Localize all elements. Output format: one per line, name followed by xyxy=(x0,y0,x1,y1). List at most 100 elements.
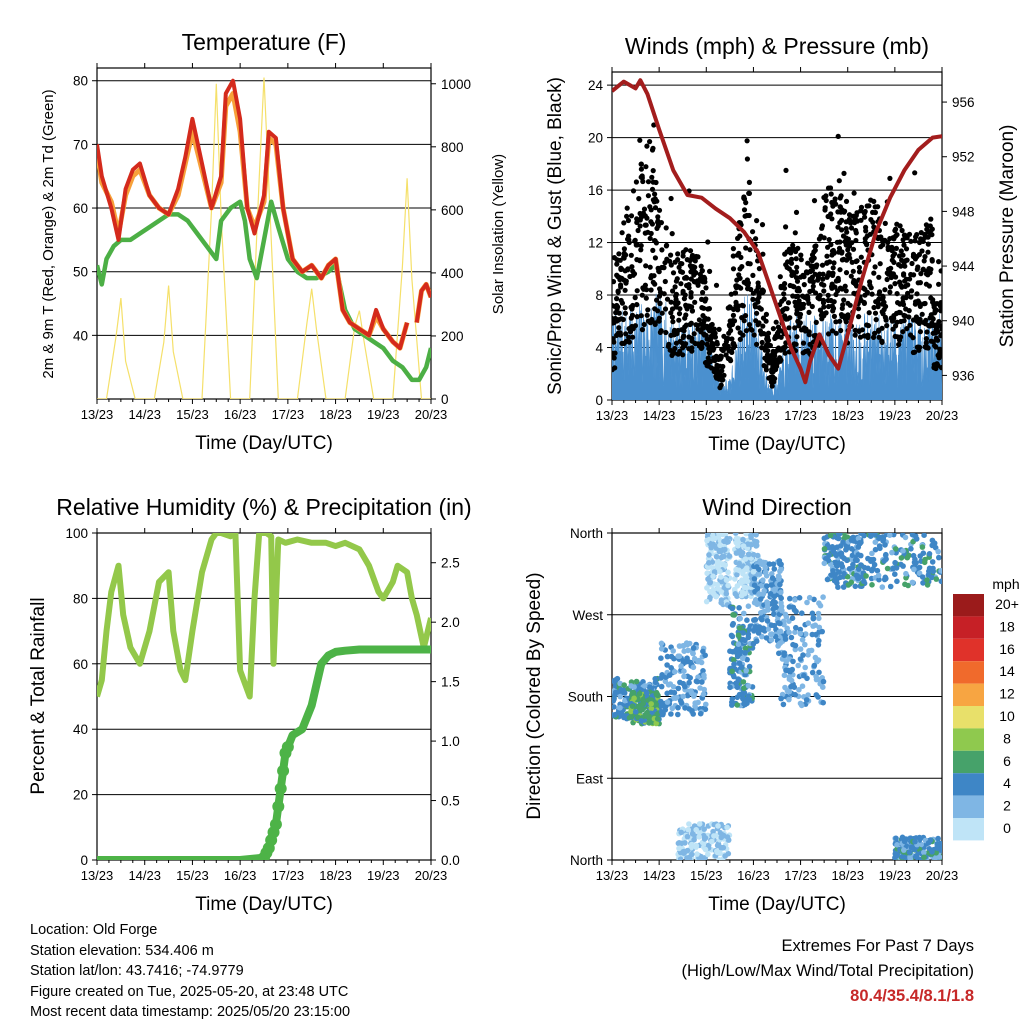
gust-point xyxy=(639,292,645,298)
gust-point xyxy=(720,363,726,370)
direction-point xyxy=(839,563,846,570)
gust-point xyxy=(672,284,678,290)
direction-point xyxy=(726,553,733,559)
gust-point xyxy=(835,275,841,281)
gust-point xyxy=(706,350,713,356)
direction-series xyxy=(612,533,942,860)
gust-point xyxy=(785,259,791,265)
gust-point xyxy=(846,216,853,222)
gust-point xyxy=(938,365,942,371)
gust-point xyxy=(744,156,751,162)
direction-point xyxy=(918,841,925,848)
direction-point xyxy=(718,599,724,606)
gust-point xyxy=(919,311,925,317)
y-tick-label: 0 xyxy=(595,393,603,408)
direction-point xyxy=(635,714,641,721)
direction-point xyxy=(809,669,816,676)
gust-point xyxy=(861,300,868,306)
direction-point xyxy=(868,533,874,536)
gust-point xyxy=(625,217,632,224)
gust-point xyxy=(700,289,706,296)
gust-point xyxy=(899,227,905,234)
colorbar-swatch xyxy=(953,795,984,818)
gust-point xyxy=(657,329,664,335)
direction-point xyxy=(641,683,648,689)
gust-point xyxy=(784,264,790,270)
direction-point xyxy=(734,571,740,578)
gust-point xyxy=(765,337,772,343)
gust-point xyxy=(898,248,904,254)
gust-point xyxy=(858,297,864,303)
gust-point xyxy=(708,358,714,365)
gust-point xyxy=(626,239,632,246)
direction-point xyxy=(768,582,775,588)
x-tick-label: 18/23 xyxy=(319,868,352,883)
gust-point xyxy=(809,303,815,310)
gust-point xyxy=(800,272,806,278)
direction-point xyxy=(924,577,930,583)
direction-point xyxy=(700,691,707,698)
direction-point xyxy=(771,566,778,572)
direction-point xyxy=(720,832,727,839)
gust-point xyxy=(822,205,828,211)
direction-point xyxy=(771,622,778,629)
direction-point xyxy=(708,544,714,551)
direction-point xyxy=(903,575,909,581)
gust-point xyxy=(847,302,853,308)
gust-point xyxy=(909,288,915,294)
gust-point xyxy=(863,228,869,234)
direction-point xyxy=(681,668,687,674)
gust-point xyxy=(670,319,676,325)
y-right-tick-label: 956 xyxy=(952,95,975,110)
direction-point xyxy=(926,551,933,557)
direction-point xyxy=(658,646,665,652)
direction-point xyxy=(744,656,750,663)
gust-point xyxy=(795,318,801,324)
gust-point xyxy=(650,179,656,185)
direction-point xyxy=(733,550,740,556)
gust-point xyxy=(843,270,850,276)
direction-point xyxy=(670,684,677,690)
direction-point xyxy=(612,712,616,718)
gust-point xyxy=(798,327,805,333)
x-tick-label: 19/23 xyxy=(879,868,912,883)
direction-point xyxy=(830,568,836,574)
gust-point xyxy=(767,342,774,349)
gust-point xyxy=(740,332,746,338)
extremes-box: Extremes For Past 7 Days (High/Low/Max W… xyxy=(681,934,974,1009)
gust-point xyxy=(745,282,751,288)
gust-point xyxy=(926,266,933,272)
gust-point xyxy=(918,230,924,236)
direction-point xyxy=(636,691,643,697)
gust-point xyxy=(938,268,942,274)
gust-point xyxy=(910,335,916,341)
y-tick-label: 80 xyxy=(73,74,88,89)
direction-point xyxy=(855,552,861,558)
gust-point xyxy=(873,317,879,323)
gust-point xyxy=(717,372,723,378)
direction-point xyxy=(658,655,664,661)
direction-point xyxy=(618,687,624,693)
direction-point xyxy=(730,657,737,663)
direction-point xyxy=(676,653,683,659)
direction-point xyxy=(676,845,682,852)
gust-point xyxy=(848,273,854,279)
gust-point xyxy=(635,227,641,234)
gust-point xyxy=(882,287,888,293)
direction-point xyxy=(652,679,659,686)
gust-point xyxy=(819,223,826,229)
direction-point xyxy=(675,711,681,718)
gust-point xyxy=(840,233,847,239)
direction-point xyxy=(911,566,917,573)
direction-point xyxy=(748,533,754,539)
gust-point xyxy=(735,325,741,331)
direction-point xyxy=(741,685,747,691)
direction-point xyxy=(733,566,739,573)
gust-point xyxy=(638,247,644,253)
direction-point xyxy=(836,533,843,537)
direction-point xyxy=(883,551,889,558)
direction-point xyxy=(707,594,713,600)
direction-point xyxy=(752,624,759,631)
gust-point xyxy=(647,235,653,241)
